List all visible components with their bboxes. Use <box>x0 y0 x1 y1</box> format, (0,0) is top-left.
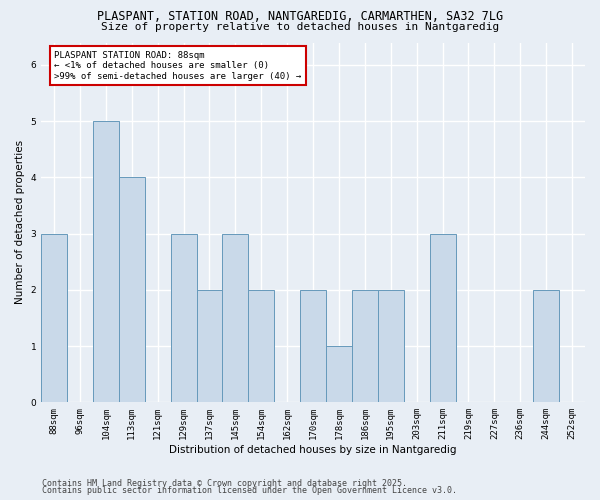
Bar <box>248 290 274 403</box>
Bar <box>170 234 197 402</box>
Text: Contains HM Land Registry data © Crown copyright and database right 2025.: Contains HM Land Registry data © Crown c… <box>42 478 407 488</box>
Bar <box>119 178 145 402</box>
Bar <box>197 290 223 403</box>
Bar <box>352 290 378 403</box>
Bar <box>430 234 455 402</box>
X-axis label: Distribution of detached houses by size in Nantgaredig: Distribution of detached houses by size … <box>169 445 457 455</box>
Text: PLASPANT, STATION ROAD, NANTGAREDIG, CARMARTHEN, SA32 7LG: PLASPANT, STATION ROAD, NANTGAREDIG, CAR… <box>97 10 503 23</box>
Text: Size of property relative to detached houses in Nantgaredig: Size of property relative to detached ho… <box>101 22 499 32</box>
Bar <box>378 290 404 403</box>
Y-axis label: Number of detached properties: Number of detached properties <box>15 140 25 304</box>
Text: PLASPANT STATION ROAD: 88sqm
← <1% of detached houses are smaller (0)
>99% of se: PLASPANT STATION ROAD: 88sqm ← <1% of de… <box>54 51 301 80</box>
Bar <box>300 290 326 403</box>
Bar <box>93 121 119 402</box>
Bar <box>533 290 559 403</box>
Bar <box>326 346 352 403</box>
Bar <box>41 234 67 402</box>
Bar <box>223 234 248 402</box>
Text: Contains public sector information licensed under the Open Government Licence v3: Contains public sector information licen… <box>42 486 457 495</box>
